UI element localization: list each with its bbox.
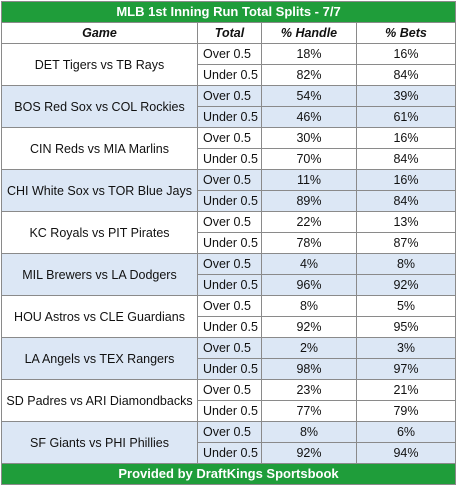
handle-percent-cell: 96% [261, 274, 357, 296]
table-row: BOS Red Sox vs COL Rockies Over 0.5 54% 39% [1, 85, 456, 128]
column-header-bets: % Bets [356, 22, 456, 44]
handle-percent-cell: 23% [261, 379, 357, 401]
bets-percent-cell: 84% [356, 64, 456, 86]
handle-percent-cell: 77% [261, 400, 357, 422]
handle-percent-cell: 8% [261, 295, 357, 317]
handle-percent-cell: 30% [261, 127, 357, 149]
table-row: DET Tigers vs TB Rays Over 0.5 18% 16% [1, 43, 456, 86]
column-header-handle: % Handle [261, 22, 357, 44]
column-header-game: Game [1, 22, 198, 44]
bets-percent-cell: 8% [356, 253, 456, 275]
table-row: CHI White Sox vs TOR Blue Jays Over 0.5 11… [1, 169, 456, 212]
game-name-cell: CIN Reds vs MIA Marlins [1, 127, 198, 170]
handle-percent-cell: 18% [261, 43, 357, 65]
bets-percent-cell: 13% [356, 211, 456, 233]
total-cell: Over 0.5 [197, 379, 262, 401]
total-cell: Under 0.5 [197, 274, 262, 296]
table-row: Under 0.5 78% 87% [2, 232, 456, 254]
table-row: LA Angels vs TEX Rangers Over 0.5 2% 3% [1, 337, 456, 380]
bets-percent-cell: 16% [356, 127, 456, 149]
game-name-cell: DET Tigers vs TB Rays [1, 43, 198, 86]
bets-percent-cell: 92% [356, 274, 456, 296]
total-cell: Over 0.5 [197, 211, 262, 233]
total-cell: Under 0.5 [197, 316, 262, 338]
table-row: CIN Reds vs MIA Marlins Over 0.5 30% 16% [1, 127, 456, 170]
handle-percent-cell: 11% [261, 169, 357, 191]
game-name-cell: HOU Astros vs CLE Guardians [1, 295, 198, 338]
total-cell: Under 0.5 [197, 232, 262, 254]
total-cell: Under 0.5 [197, 190, 262, 212]
bets-percent-cell: 94% [356, 442, 456, 464]
bets-percent-cell: 97% [356, 358, 456, 380]
handle-percent-cell: 8% [261, 421, 357, 443]
handle-percent-cell: 4% [261, 253, 357, 275]
table-row: MIL Brewers vs LA Dodgers Over 0.5 4% 8% [1, 253, 456, 296]
table-title: MLB 1st Inning Run Total Splits - 7/7 [1, 1, 456, 23]
title-row: MLB 1st Inning Run Total Splits - 7/7 [1, 1, 456, 23]
bets-percent-cell: 3% [356, 337, 456, 359]
bets-percent-cell: 6% [356, 421, 456, 443]
game-name-cell: SD Padres vs ARI Diamondbacks [1, 379, 198, 422]
table-row: Under 0.5 92% 94% [2, 442, 456, 464]
table-row: SD Padres vs ARI Diamondbacks Over 0.5 23%… [1, 379, 456, 422]
table-row: HOU Astros vs CLE Guardians Over 0.5 8% 5% [1, 295, 456, 338]
handle-percent-cell: 70% [261, 148, 357, 170]
bets-percent-cell: 79% [356, 400, 456, 422]
bets-percent-cell: 21% [356, 379, 456, 401]
total-cell: Under 0.5 [197, 64, 262, 86]
total-cell: Over 0.5 [197, 295, 262, 317]
bets-percent-cell: 87% [356, 232, 456, 254]
bets-percent-cell: 84% [356, 148, 456, 170]
game-name-cell: CHI White Sox vs TOR Blue Jays [1, 169, 198, 212]
table-row: Under 0.5 89% 84% [2, 190, 456, 212]
handle-percent-cell: 89% [261, 190, 357, 212]
game-name-cell: SF Giants vs PHI Phillies [1, 421, 198, 464]
total-cell: Under 0.5 [197, 400, 262, 422]
table-row: Under 0.5 77% 79% [2, 400, 456, 422]
footer-row: Provided by DraftKings Sportsbook [1, 463, 456, 485]
game-name-cell: BOS Red Sox vs COL Rockies [1, 85, 198, 128]
table-row: Under 0.5 96% 92% [2, 274, 456, 296]
bets-percent-cell: 95% [356, 316, 456, 338]
column-header-row: Game Total % Handle % Bets [1, 22, 456, 44]
total-cell: Over 0.5 [197, 421, 262, 443]
table-body: DET Tigers vs TB Rays Over 0.5 18% 16% Under… [1, 43, 456, 464]
bets-percent-cell: 61% [356, 106, 456, 128]
bets-percent-cell: 84% [356, 190, 456, 212]
total-cell: Over 0.5 [197, 127, 262, 149]
total-cell: Under 0.5 [197, 442, 262, 464]
bets-percent-cell: 5% [356, 295, 456, 317]
game-name-cell: KC Royals vs PIT Pirates [1, 211, 198, 254]
footer-credit: Provided by DraftKings Sportsbook [1, 463, 456, 485]
total-cell: Under 0.5 [197, 358, 262, 380]
handle-percent-cell: 22% [261, 211, 357, 233]
handle-percent-cell: 92% [261, 442, 357, 464]
table-row: SF Giants vs PHI Phillies Over 0.5 8% 6% [1, 421, 456, 464]
handle-percent-cell: 54% [261, 85, 357, 107]
total-cell: Over 0.5 [197, 253, 262, 275]
table-row: Under 0.5 46% 61% [2, 106, 456, 128]
handle-percent-cell: 82% [261, 64, 357, 86]
handle-percent-cell: 92% [261, 316, 357, 338]
handle-percent-cell: 2% [261, 337, 357, 359]
game-name-cell: MIL Brewers vs LA Dodgers [1, 253, 198, 296]
bets-percent-cell: 16% [356, 169, 456, 191]
handle-percent-cell: 46% [261, 106, 357, 128]
bets-percent-cell: 39% [356, 85, 456, 107]
table-row: Under 0.5 98% 97% [2, 358, 456, 380]
total-cell: Over 0.5 [197, 85, 262, 107]
total-cell: Under 0.5 [197, 148, 262, 170]
bets-percent-cell: 16% [356, 43, 456, 65]
handle-percent-cell: 98% [261, 358, 357, 380]
total-cell: Over 0.5 [197, 169, 262, 191]
table-row: KC Royals vs PIT Pirates Over 0.5 22% 13% [1, 211, 456, 254]
game-name-cell: LA Angels vs TEX Rangers [1, 337, 198, 380]
table-row: Under 0.5 82% 84% [2, 64, 456, 86]
handle-percent-cell: 78% [261, 232, 357, 254]
column-header-total: Total [197, 22, 262, 44]
total-cell: Over 0.5 [197, 337, 262, 359]
total-cell: Under 0.5 [197, 106, 262, 128]
total-cell: Over 0.5 [197, 43, 262, 65]
